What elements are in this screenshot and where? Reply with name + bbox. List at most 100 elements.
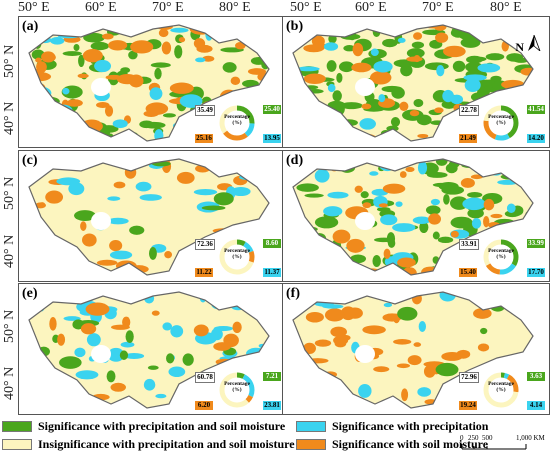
map-patch-precip [75, 401, 91, 408]
map-patch-precip [135, 181, 152, 192]
map-patch-soil [41, 51, 56, 63]
map-patch-precip [464, 78, 481, 93]
map-patch-soil [383, 248, 391, 260]
map-patch-both [413, 98, 424, 108]
map-patch-soil [256, 33, 267, 48]
aral-sea [355, 78, 375, 96]
map-patch-precip [463, 74, 487, 81]
map-patch-both [507, 54, 517, 62]
map-patch-both [139, 25, 154, 28]
map-patch-soil [346, 238, 365, 253]
map-patch-precip [56, 177, 81, 186]
map-patch-both [73, 43, 80, 51]
map-patch-soil [361, 103, 372, 110]
map-patch-both [465, 62, 483, 73]
map-patch-soil [402, 267, 417, 275]
donut-slice-insig [483, 105, 519, 141]
map-patch-precip [211, 328, 223, 341]
map-patch-soil [450, 230, 459, 238]
map-patch-soil [101, 33, 114, 40]
map-patch-soil [293, 88, 311, 95]
map-patch-both [314, 216, 339, 229]
map-patch-both [182, 353, 194, 366]
panel-label: (d) [286, 153, 304, 168]
map-patch-precip [373, 60, 393, 73]
map-patch-soil [303, 342, 316, 354]
region-border [28, 158, 270, 276]
map-patch-soil [246, 306, 269, 315]
map-patch-precip [40, 107, 58, 121]
lat-label: 50° N [2, 176, 17, 210]
map-patch-both [303, 85, 319, 90]
scale-tick: 1,000 KM [516, 434, 545, 442]
map-patch-soil [113, 181, 126, 189]
map-patch-both [48, 133, 65, 138]
percentage-donut: 33.91 33.99 15.40 17.70 Percentage (%) [459, 237, 545, 277]
map-patch-soil [351, 62, 372, 73]
map-patch-soil [369, 70, 392, 85]
both-percent: 7.21 [263, 372, 281, 381]
map-patch-precip [120, 341, 135, 348]
map-patch-soil [80, 221, 87, 231]
map-patch-soil [293, 34, 311, 40]
lon-label: 50° E [18, 0, 50, 15]
map-patch-both [296, 214, 304, 219]
map-patch-soil [486, 27, 508, 39]
map-patch-precip [296, 66, 320, 72]
map-patch-precip [525, 182, 533, 194]
map-patch-soil [401, 388, 409, 402]
map-patch-soil [178, 37, 186, 43]
map-patch-soil [45, 398, 60, 408]
map-patch-soil [232, 321, 242, 333]
map-patch-both [460, 37, 481, 48]
map-patch-both [296, 183, 319, 192]
lon-label: 70° E [152, 0, 184, 15]
map-patch-both [478, 79, 495, 86]
map-patch-soil [470, 174, 483, 180]
map-patch-both [128, 50, 138, 60]
map-patch-both [307, 129, 328, 141]
map-patch-soil [293, 352, 303, 366]
map-patch-both [149, 247, 157, 260]
precip-percent: 23.81 [263, 401, 281, 410]
map-patch-soil [378, 203, 388, 208]
map-patch-precip [316, 247, 327, 257]
donut-chart [483, 372, 519, 408]
north-label: N [515, 40, 524, 54]
map-patch-both [257, 85, 269, 93]
map-patch-soil [248, 28, 262, 37]
map-patch-both [306, 89, 324, 94]
donut-slice-precip [219, 372, 255, 408]
map-patch-both [293, 124, 299, 131]
map-patch-soil [110, 324, 130, 330]
map-patch-soil [230, 76, 241, 85]
map-patch-soil [362, 325, 386, 335]
donut-slice-insig [219, 239, 255, 275]
map-patch-precip [44, 234, 56, 240]
map-patch-precip [417, 161, 428, 175]
map-patch-soil [96, 102, 110, 109]
map-patch-precip [109, 250, 133, 260]
map-patch-precip [358, 383, 372, 398]
map-patch-both [81, 133, 104, 141]
soil-percent: 11.22 [195, 268, 213, 277]
map-patch-precip [102, 292, 123, 297]
map-patch-soil [357, 133, 378, 141]
map-patch-precip [154, 129, 164, 141]
panel-label: (c) [22, 153, 38, 168]
donut-slice-soil [483, 105, 519, 141]
map-patch-soil [45, 190, 64, 204]
legend-label-insig: Insignificance with precipitation and so… [38, 437, 295, 451]
map-patch-soil [158, 28, 169, 38]
donut-center-text: Percentage (%) [488, 114, 514, 126]
region-border [28, 291, 270, 409]
lon-label: 70° E [422, 0, 454, 15]
map-patch-precip [293, 249, 303, 257]
aral-sea [355, 212, 375, 230]
map-patch-soil [397, 257, 416, 268]
map-patch-soil [399, 101, 409, 112]
map-patch-precip [412, 216, 431, 224]
map-patch-soil [57, 333, 66, 346]
map-patch-both [445, 163, 458, 174]
map-patch-soil [382, 183, 406, 194]
